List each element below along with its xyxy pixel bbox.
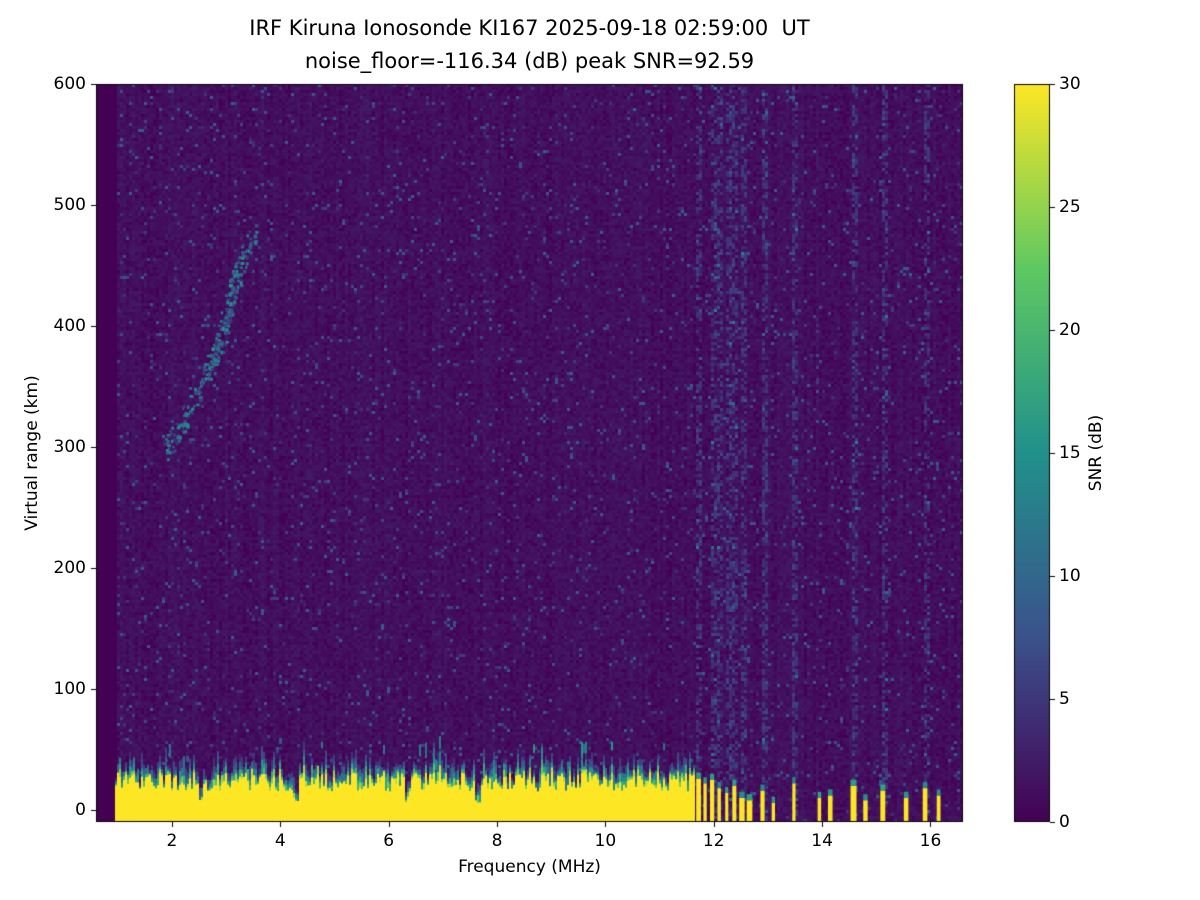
x-tick-label: 8 — [491, 831, 503, 851]
colorbar-tick-label: 25 — [1059, 197, 1081, 217]
colorbar-tick-label: 30 — [1059, 74, 1081, 94]
y-tick-label: 500 — [53, 194, 86, 215]
chart-subtitle: noise_floor=-116.34 (dB) peak SNR=92.59 — [304, 49, 755, 73]
x-tick-label: 6 — [383, 831, 395, 851]
y-tick-label: 0 — [75, 799, 86, 820]
colorbar-tick-label: 0 — [1059, 812, 1070, 832]
x-tick-label: 14 — [811, 831, 833, 851]
colorbar-tick-label: 10 — [1059, 566, 1081, 586]
y-tick-label: 200 — [53, 557, 86, 578]
chart-title: IRF Kiruna Ionosonde KI167 2025-09-18 02… — [249, 16, 810, 40]
x-tick-label: 10 — [594, 831, 617, 851]
x-tick-label: 2 — [166, 831, 178, 851]
y-tick-label: 600 — [53, 74, 86, 94]
x-tick-label: 12 — [702, 831, 725, 851]
y-tick-label: 100 — [53, 678, 86, 699]
colorbar-label: SNR (dB) — [1086, 414, 1106, 492]
colorbar-tick-label: 15 — [1059, 443, 1081, 463]
y-tick-label: 300 — [53, 436, 86, 457]
x-axis-label: Frequency (MHz) — [458, 857, 601, 877]
chart-title-block: IRF Kiruna Ionosonde KI167 2025-09-18 02… — [96, 12, 963, 78]
y-tick-label: 400 — [53, 315, 86, 336]
x-tick-label: 4 — [274, 831, 286, 851]
colorbar-tick-label: 5 — [1059, 689, 1070, 709]
y-axis-label: Virtual range (km) — [22, 375, 42, 531]
x-tick-label: 16 — [919, 831, 942, 851]
colorbar-tick-label: 20 — [1059, 320, 1081, 340]
